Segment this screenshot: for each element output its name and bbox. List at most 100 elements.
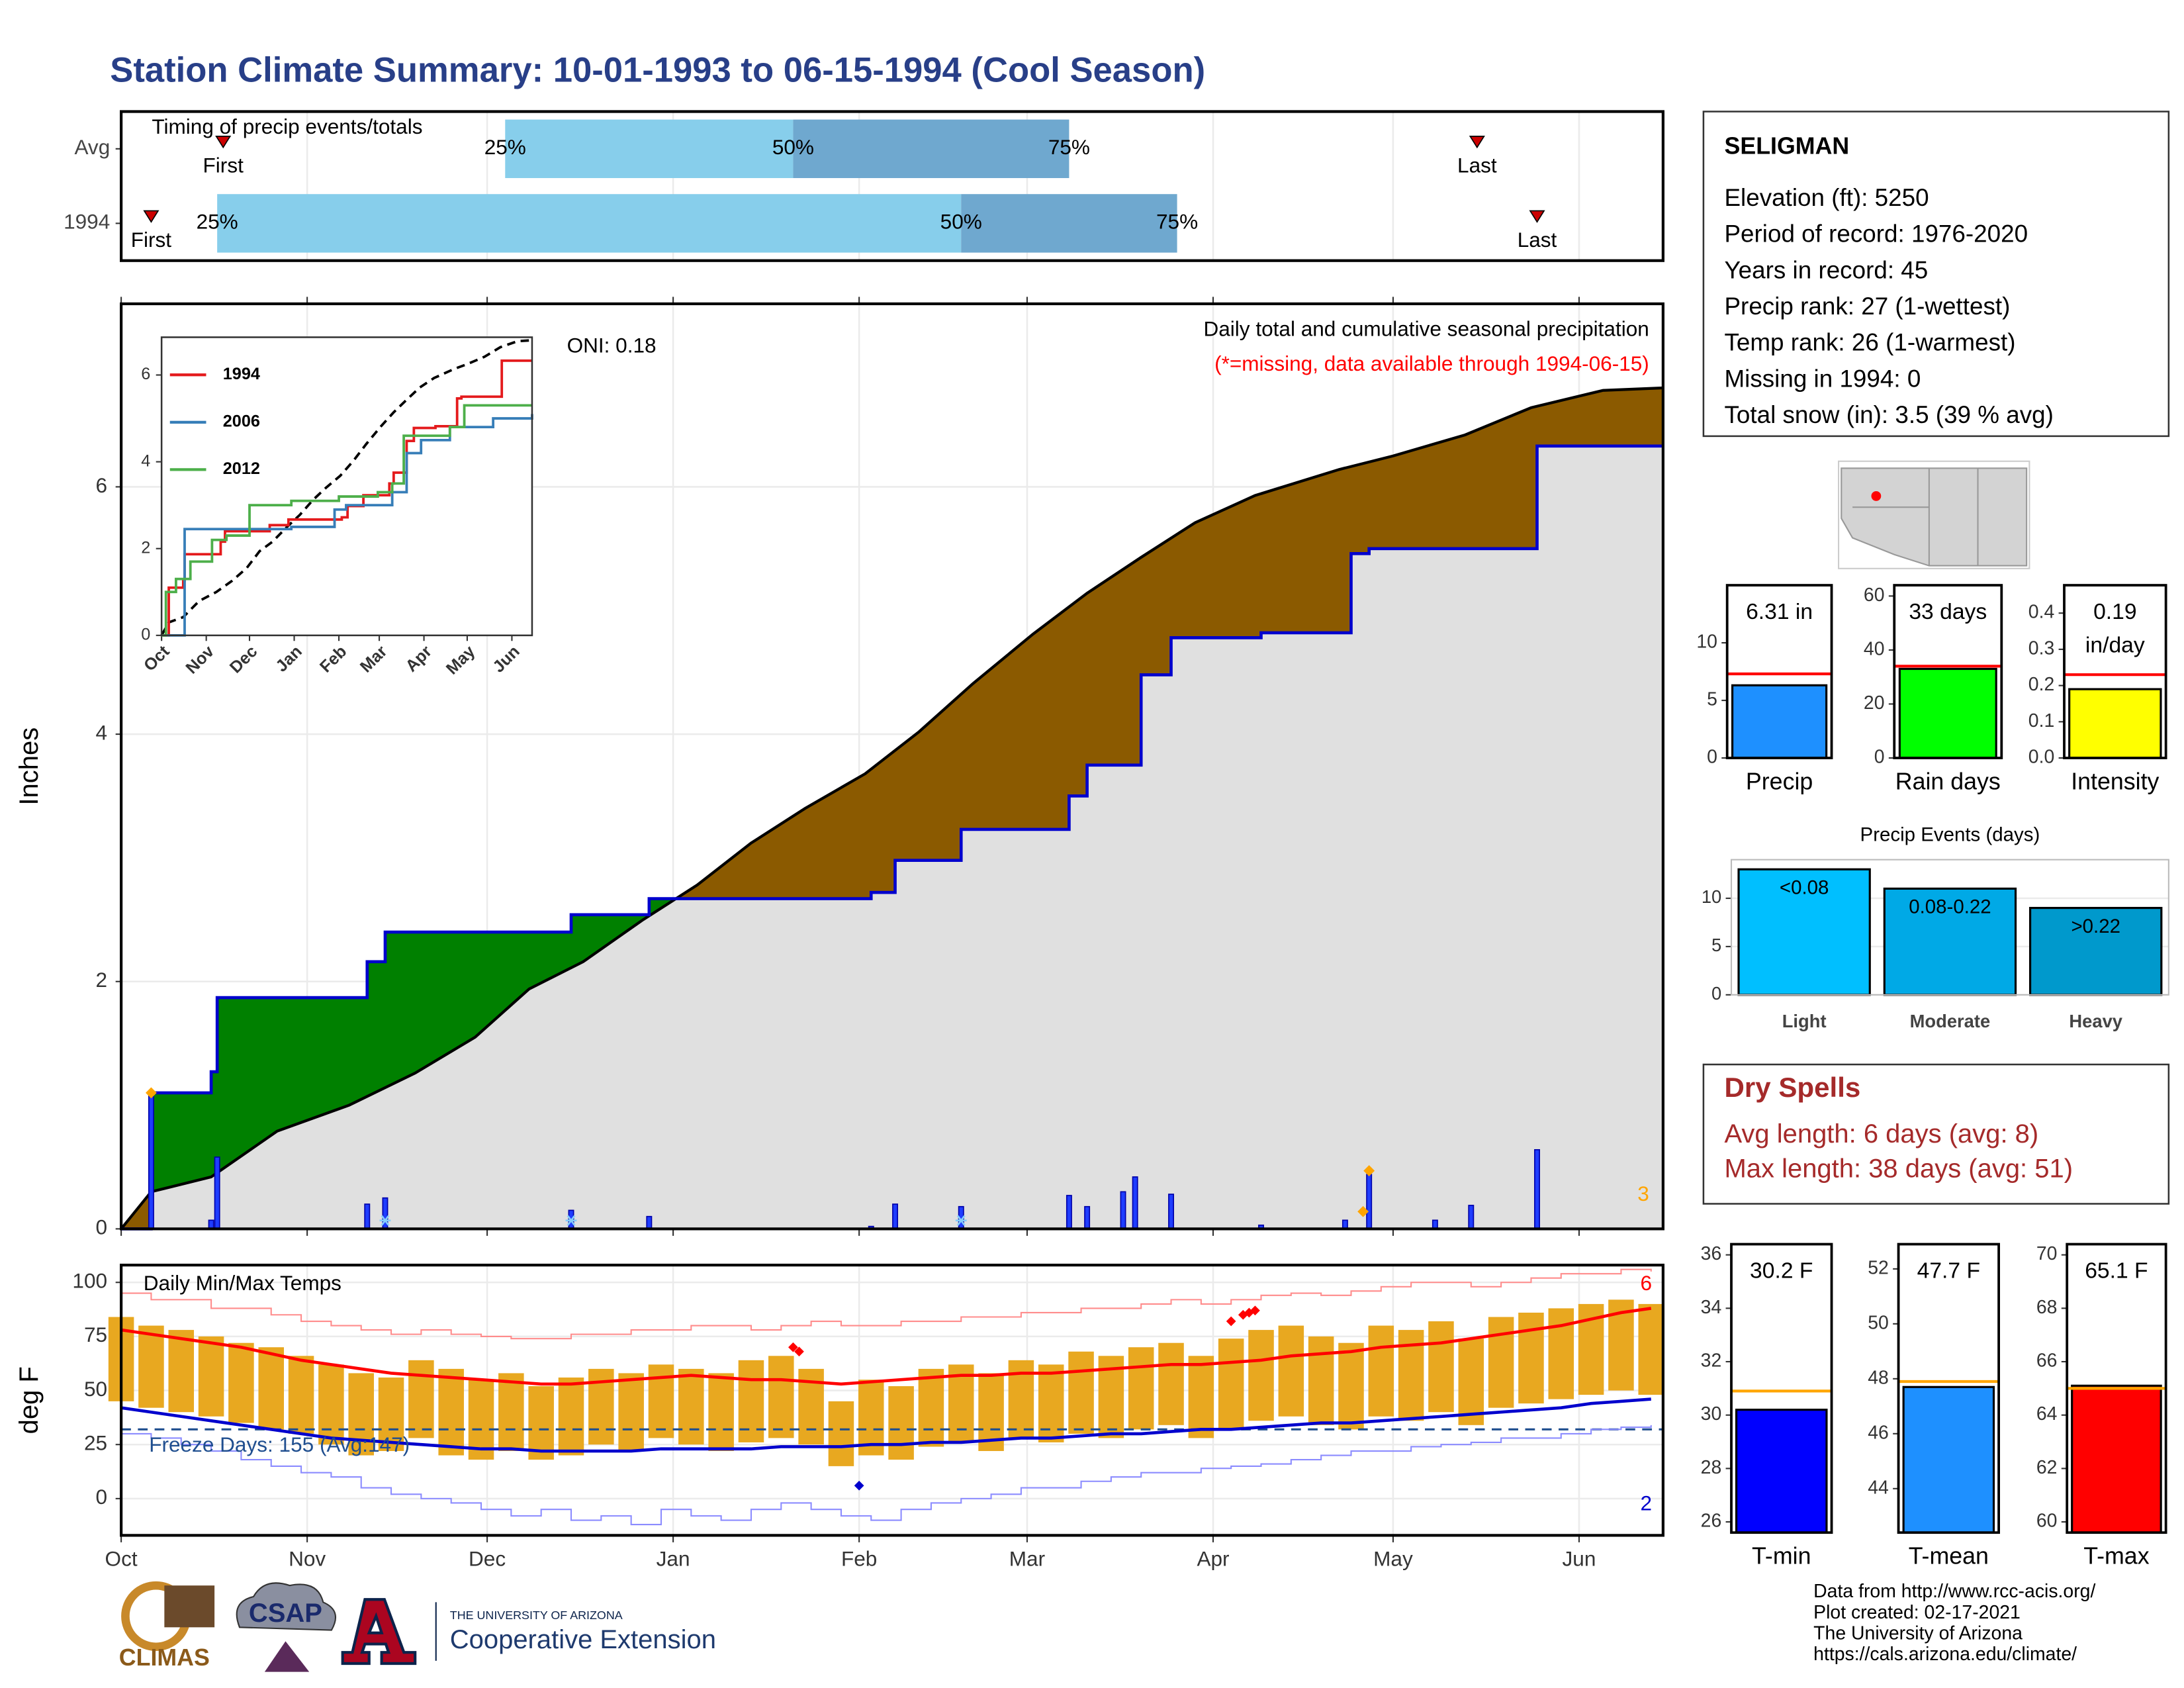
plot-frame [119, 302, 1664, 1231]
temp-bar [228, 1342, 254, 1423]
plot-frame [119, 110, 1664, 262]
temp-bar [1278, 1325, 1304, 1417]
inset-frame [160, 336, 533, 637]
daily-bar [1132, 1176, 1138, 1230]
climas-text: CLIMAS [119, 1644, 210, 1671]
csap-mountain [264, 1641, 310, 1672]
y-tick-label: 0 [1874, 747, 1885, 768]
y-tick-label: 0.3 [2028, 637, 2055, 659]
y-tick-label: 1994 [64, 210, 110, 234]
x-tick-label: T-max [2083, 1543, 2149, 1570]
timing-marker [1469, 136, 1485, 149]
station-line: Years in record: 45 [1724, 256, 1928, 283]
quartile-label: 25% [197, 210, 238, 234]
dry-spells-line: Max length: 38 days (avg: 51) [1724, 1154, 2073, 1184]
quartile-label: 50% [772, 135, 814, 159]
temp-bar [498, 1373, 524, 1452]
map-states [1841, 467, 2028, 567]
inset-line [161, 404, 532, 637]
chart-title: Precip Events (days) [1860, 824, 2040, 846]
temp-bar [1158, 1342, 1184, 1425]
timing-marker [143, 210, 159, 223]
threshold-label: >0.22 [2071, 915, 2120, 937]
y-tick-label: 0.0 [2028, 747, 2055, 768]
temp-bar [558, 1377, 584, 1456]
quartile-label: 50% [940, 210, 982, 234]
daily-bar [1168, 1194, 1174, 1230]
bar [1731, 684, 1828, 759]
line-1994 [121, 444, 1663, 1231]
oni-label: ONI: 0.18 [567, 334, 657, 357]
record-high-count: 6 [1640, 1271, 1652, 1295]
temp-bar [1068, 1351, 1094, 1434]
y-tick-label: 0.4 [2028, 602, 2055, 623]
temp-bar [618, 1373, 644, 1452]
plot-frame [119, 1264, 1664, 1537]
x-tick-label: Nov [289, 1547, 326, 1571]
y-axis-label: Inches [15, 727, 44, 806]
y-tick-label: 30 [1701, 1403, 1722, 1425]
timing-marker-label: Last [1457, 154, 1497, 177]
y-tick-label: 0 [1707, 747, 1717, 768]
value-label: 6.31 in [1746, 600, 1813, 624]
x-tick-label: Light [1782, 1011, 1827, 1031]
value-label: 47.7 F [1917, 1259, 1980, 1284]
x-tick-label: T-mean [1909, 1543, 1989, 1570]
value-label: 30.2 F [1750, 1259, 1813, 1284]
unit-label: in/day [2085, 633, 2145, 658]
station-line: Temp rank: 26 (1-warmest) [1724, 329, 2015, 356]
timing-bar [505, 119, 794, 179]
ua-text: THE UNIVERSITY OF ARIZONA [450, 1609, 623, 1622]
x-tick-label: Jun [1563, 1547, 1596, 1571]
extension-text: Cooperative Extension [450, 1625, 716, 1654]
daily-bar [892, 1203, 898, 1230]
station-name: SELIGMAN [1724, 133, 1849, 160]
y-tick-label: 0 [1711, 983, 1721, 1004]
temp-bar [168, 1330, 195, 1413]
footer-line: https://cals.arizona.edu/climate/ [1813, 1644, 2077, 1665]
temp-bar [1338, 1342, 1364, 1430]
plot-frame [1730, 859, 2169, 996]
station-box [1702, 111, 2170, 438]
station-line: Precip rank: 27 (1-wettest) [1724, 293, 2010, 320]
footer-line: The University of Arizona [1813, 1622, 2023, 1644]
daily-bar [646, 1215, 653, 1230]
temp-bar [258, 1347, 284, 1430]
temp-bar [858, 1380, 884, 1456]
record-min-line [121, 1425, 1652, 1526]
temp-bar [1428, 1321, 1454, 1413]
timing-title: Timing of precip events/totals [152, 115, 422, 138]
map-borders [1852, 468, 1979, 566]
y-tick-label: 75 [84, 1323, 107, 1346]
csap-cloud [236, 1582, 337, 1631]
timing-marker-label: First [203, 154, 244, 177]
y-tick-label: 10 [1702, 886, 1721, 907]
temp-bar [1218, 1338, 1244, 1430]
x-tick-label: Dec [469, 1547, 506, 1571]
temp-bar [1488, 1317, 1514, 1408]
y-tick-label: 36 [1701, 1243, 1722, 1264]
climas-mark [164, 1585, 215, 1628]
value-label: 33 days [1909, 600, 1987, 624]
daily-bar [148, 1092, 154, 1230]
temp-bar [978, 1373, 1004, 1452]
quartile-label: 75% [1156, 210, 1198, 234]
chart-title: Daily Min/Max Temps [144, 1271, 341, 1295]
x-tick-label: T-min [1752, 1543, 1811, 1570]
freeze-label: Freeze Days: 155 (Avg:147) [149, 1432, 410, 1456]
station-line: Missing in 1994: 0 [1724, 365, 1921, 392]
csap-text: CSAP [249, 1599, 322, 1628]
y-tick-label: 0 [141, 626, 150, 644]
asterisk-marker [955, 1215, 967, 1226]
y-tick-label: 2 [96, 968, 108, 992]
dry-spells-line: Avg length: 6 days (avg: 8) [1724, 1119, 2038, 1149]
y-tick-label: 40 [1864, 638, 1885, 659]
temp-bar [1518, 1312, 1544, 1404]
threshold-label: <0.08 [1780, 877, 1829, 899]
y-tick-label: 28 [1701, 1457, 1722, 1478]
snow-count: 3 [1637, 1182, 1649, 1205]
x-tick-label: Intensity [2071, 768, 2159, 794]
temp-bar [138, 1325, 164, 1408]
